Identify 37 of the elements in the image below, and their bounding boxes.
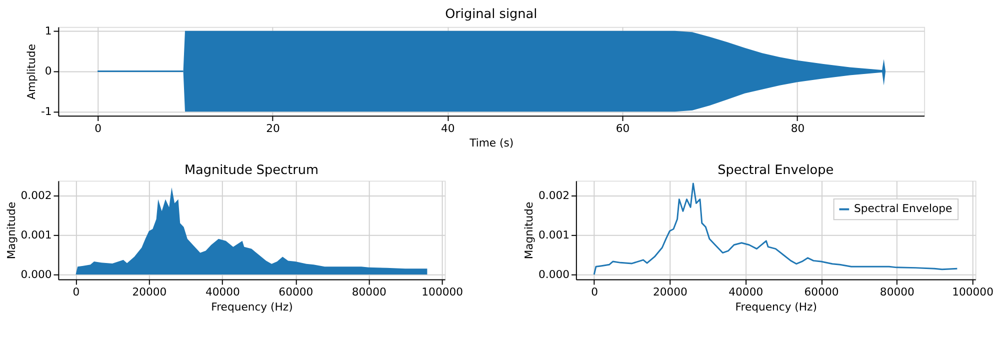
y-tick-label: 0.000 <box>20 268 52 282</box>
y-tick-label: 0.001 <box>20 228 52 242</box>
y-axis-title: Amplitude <box>25 44 38 100</box>
x-tick-label: 40 <box>440 122 455 135</box>
y-tick-label: 0.002 <box>538 188 570 202</box>
y-tick-label: 0.000 <box>538 268 570 282</box>
legend-label: Spectral Envelope <box>854 202 952 216</box>
x-tick-label: 20000 <box>652 286 688 299</box>
x-tick-label: 100000 <box>952 286 994 299</box>
x-tick-label: 80 <box>790 122 805 135</box>
y-tick-label: -1 <box>40 105 52 118</box>
y-axis-title: Magnitude <box>522 201 536 260</box>
x-tick-label: 0 <box>72 286 80 299</box>
chart-title: Spectral Envelope <box>718 162 834 178</box>
x-tick-label: 0 <box>94 122 102 135</box>
y-tick-label: 0.002 <box>20 188 52 202</box>
x-tick-label: 0 <box>591 286 598 299</box>
chart-title: Original signal <box>445 7 538 22</box>
y-tick-label: 1 <box>44 24 52 38</box>
line-series <box>593 182 958 276</box>
x-axis-title: Frequency (Hz) <box>211 300 293 314</box>
x-tick-label: 80000 <box>352 286 386 299</box>
x-tick-label: 60 <box>616 122 630 135</box>
x-tick-label: 100000 <box>422 286 464 299</box>
x-tick-label: 40000 <box>205 286 240 299</box>
y-tick-label: 0 <box>44 64 52 78</box>
x-tick-label: 40000 <box>728 286 764 299</box>
x-tick-label: 60000 <box>804 286 839 299</box>
x-tick-label: 80000 <box>880 286 914 299</box>
x-tick-label: 60000 <box>278 286 314 299</box>
x-axis-title: Time (s) <box>468 136 514 150</box>
y-tick-label: 0.001 <box>538 228 570 242</box>
x-tick-label: 20 <box>266 122 280 135</box>
y-axis-title: Magnitude <box>4 201 18 260</box>
x-tick-label: 20000 <box>132 286 167 299</box>
chart-title: Magnitude Spectrum <box>184 162 318 178</box>
x-axis-title: Frequency (Hz) <box>735 300 817 314</box>
